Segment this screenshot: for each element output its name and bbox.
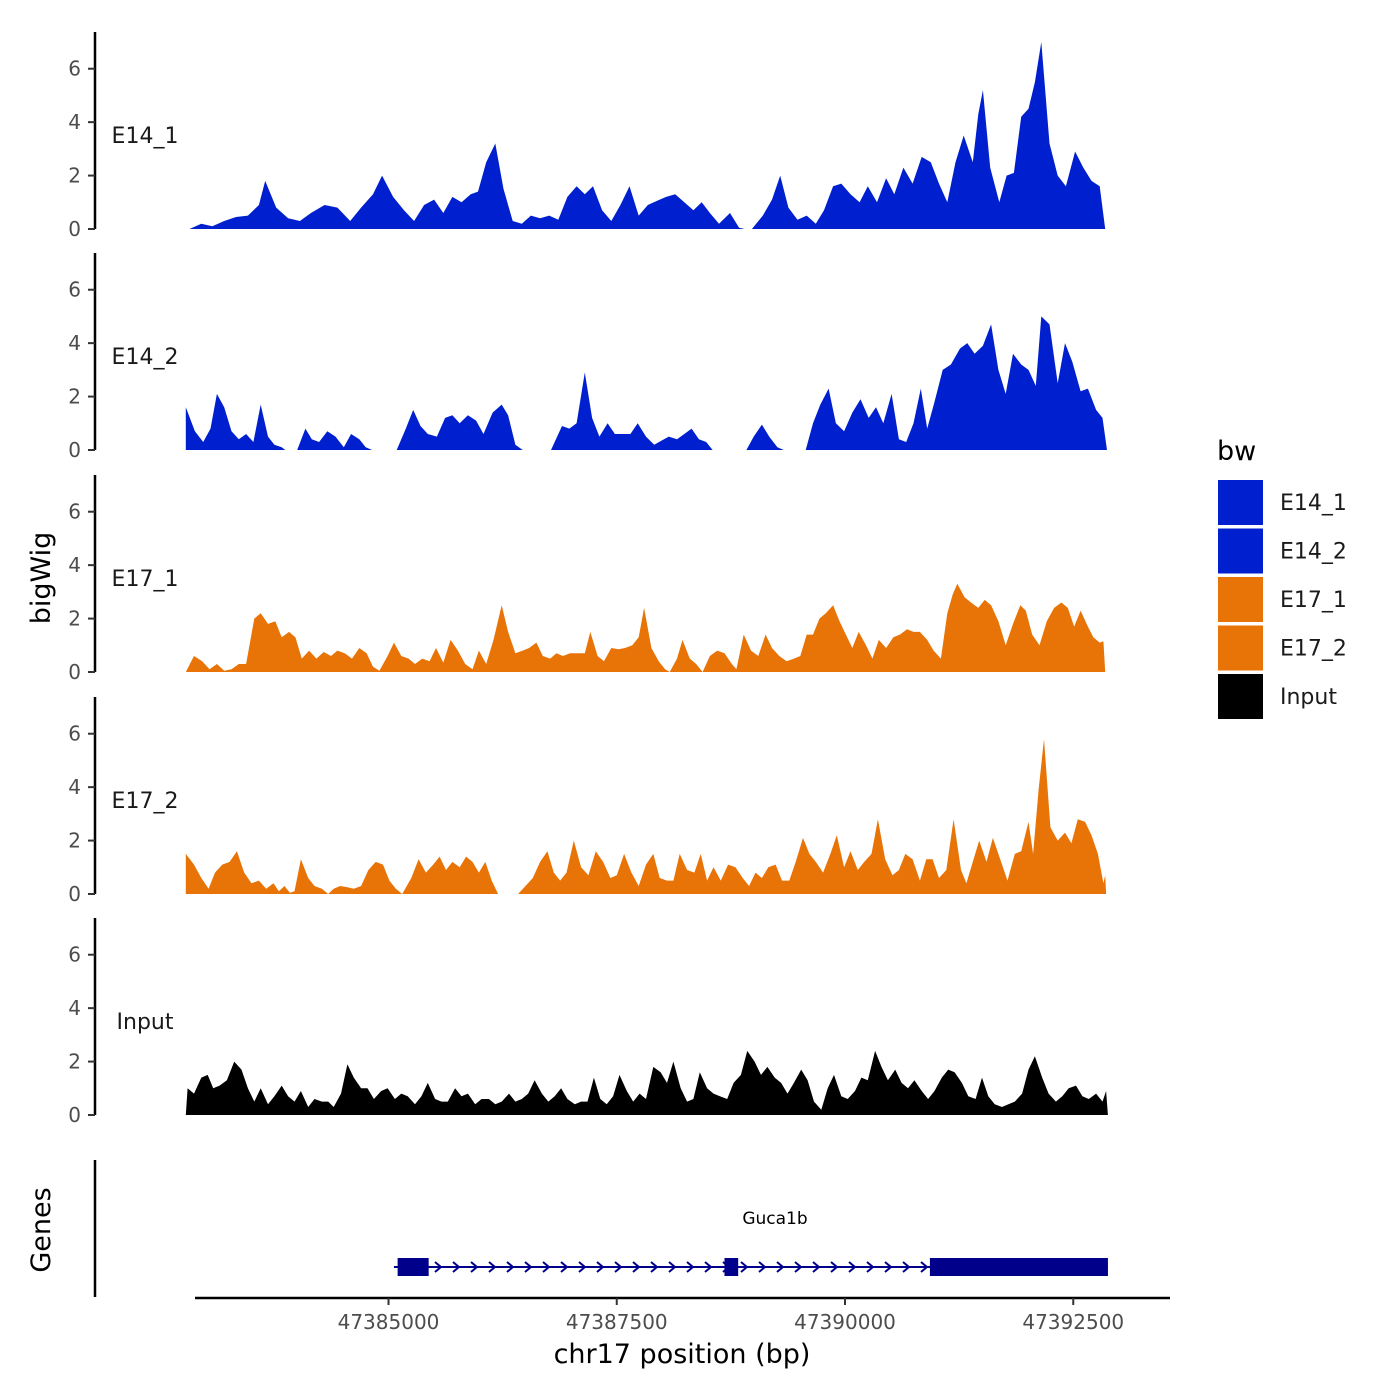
y-tick-label: 2 <box>68 164 81 188</box>
track-e17-2: 0 2 4 6 E17_2 <box>68 697 1107 906</box>
track-label: E17_1 <box>112 567 179 592</box>
strand-arrow <box>902 1261 911 1273</box>
legend-label: E14_2 <box>1280 540 1347 565</box>
strand-arrow <box>524 1261 533 1273</box>
y-tick-label: 0 <box>68 1103 81 1127</box>
strand-arrow <box>704 1261 713 1273</box>
y-tick-label: 2 <box>68 607 81 631</box>
coverage-area <box>185 316 1108 450</box>
legend: bw E14_1 E14_2 E17_1 E17_2 Input <box>1217 436 1347 719</box>
y-tick-label: 6 <box>68 722 81 746</box>
coverage-area <box>189 42 1106 229</box>
y-tick-label: 0 <box>68 438 81 462</box>
y-tick-label: 6 <box>68 57 81 81</box>
strand-arrow <box>848 1261 857 1273</box>
legend-label: E17_2 <box>1280 637 1347 662</box>
legend-title: bw <box>1217 436 1256 467</box>
legend-swatch <box>1218 577 1263 622</box>
y-tick-label: 4 <box>68 996 81 1020</box>
bigwig-tracks: 0 2 4 6 E14_1 0 2 4 6 E14_2 0 2 4 6 E17_1 0 2 4 6 E17_2 0 2 4 6… <box>68 32 1108 1127</box>
strand-arrow <box>470 1261 479 1273</box>
strand-arrow <box>488 1261 497 1273</box>
strand-arrow <box>506 1261 515 1273</box>
track-label: E17_2 <box>112 789 179 814</box>
strand-arrow <box>758 1261 767 1273</box>
y-axis-title: bigWig <box>26 532 57 625</box>
gene-exon <box>724 1258 739 1276</box>
track-e14-2: 0 2 4 6 E14_2 <box>68 253 1108 462</box>
track-label: Input <box>117 1010 174 1035</box>
strand-arrow <box>830 1261 839 1273</box>
strand-arrow <box>866 1261 875 1273</box>
y-tick-label: 4 <box>68 775 81 799</box>
x-tick-label: 47390000 <box>794 1310 896 1334</box>
strand-arrow <box>668 1261 677 1273</box>
strand-arrow <box>614 1261 623 1273</box>
track-label: E14_1 <box>112 124 179 149</box>
coverage-area <box>185 739 1107 894</box>
legend-label: Input <box>1280 685 1337 710</box>
gene-label: Guca1b <box>742 1209 807 1229</box>
y-tick-label: 2 <box>68 829 81 853</box>
gene-exon <box>929 1258 1108 1276</box>
x-axis-title: chr17 position (bp) <box>554 1339 811 1370</box>
legend-label: E17_1 <box>1280 588 1347 613</box>
strand-arrow <box>596 1261 605 1273</box>
x-tick-label: 47387500 <box>566 1310 668 1334</box>
y-tick-label: 6 <box>68 278 81 302</box>
strand-arrow <box>740 1261 749 1273</box>
legend-swatch <box>1218 480 1263 525</box>
strand-arrow <box>650 1261 659 1273</box>
y-tick-label: 4 <box>68 553 81 577</box>
strand-arrow <box>560 1261 569 1273</box>
strand-arrow <box>542 1261 551 1273</box>
legend-swatch <box>1218 674 1263 719</box>
y-tick-label: 6 <box>68 500 81 524</box>
strand-arrow <box>794 1261 803 1273</box>
y-tick-label: 4 <box>68 331 81 355</box>
strand-arrow <box>632 1261 641 1273</box>
strand-arrow <box>452 1261 461 1273</box>
track-input: 0 2 4 6 Input <box>68 918 1108 1127</box>
y-tick-label: 0 <box>68 217 81 241</box>
x-axis: 47385000 47387500 47390000 47392500 <box>195 1296 1170 1334</box>
y-tick-label: 2 <box>68 385 81 409</box>
track-e14-1: 0 2 4 6 E14_1 <box>68 32 1106 241</box>
genes-axis-title: Genes <box>26 1187 57 1272</box>
strand-arrow <box>578 1261 587 1273</box>
strand-arrow <box>434 1261 443 1273</box>
x-tick-label: 47392500 <box>1022 1310 1124 1334</box>
strand-arrow <box>686 1261 695 1273</box>
gene-exon <box>397 1258 429 1276</box>
strand-arrow <box>884 1261 893 1273</box>
track-e17-1: 0 2 4 6 E17_1 <box>68 475 1106 684</box>
y-tick-label: 0 <box>68 660 81 684</box>
y-tick-label: 2 <box>68 1050 81 1074</box>
track-label: E14_2 <box>112 345 179 370</box>
y-tick-label: 4 <box>68 110 81 134</box>
strand-arrow <box>920 1261 929 1273</box>
strand-arrow <box>776 1261 785 1273</box>
coverage-area <box>185 1050 1108 1115</box>
gene-annotation-panel: Guca1b <box>93 1160 1108 1297</box>
strand-arrow <box>812 1261 821 1273</box>
coverage-area <box>185 583 1106 672</box>
legend-label: E14_1 <box>1280 491 1347 516</box>
x-tick-label: 47385000 <box>338 1310 440 1334</box>
y-tick-label: 6 <box>68 943 81 967</box>
y-tick-label: 0 <box>68 882 81 906</box>
legend-swatch <box>1218 625 1263 671</box>
legend-swatch <box>1218 528 1263 574</box>
